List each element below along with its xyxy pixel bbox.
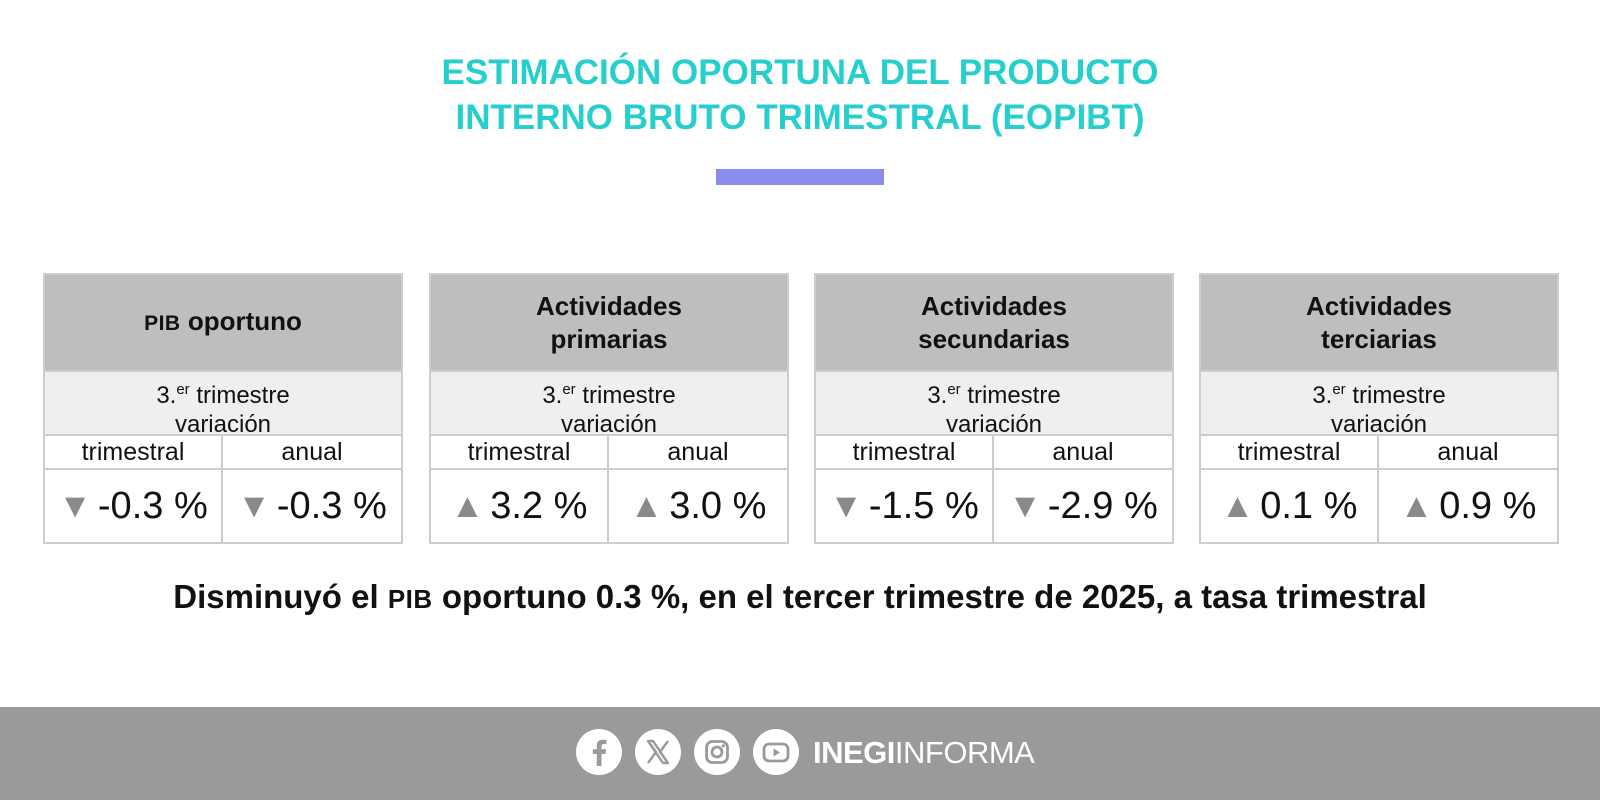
- card-actividades-primarias: Actividades primarias 3.er trimestre var…: [429, 273, 789, 544]
- value-annual: ▲ 3.0 %: [609, 470, 787, 542]
- value-text: -0.3 %: [97, 484, 208, 527]
- value-text: -2.9 %: [1047, 484, 1158, 527]
- period-word: trimestre: [1352, 382, 1446, 409]
- period-ordinal: er: [176, 381, 190, 398]
- inegi-informa-logo: INEGIINFORMA: [813, 735, 1035, 771]
- card-header: Actividades primarias: [431, 275, 787, 370]
- facebook-icon[interactable]: [576, 729, 622, 775]
- column-header-quarterly: trimestral: [1201, 436, 1379, 470]
- value-quarterly: ▲ 3.2 %: [431, 470, 609, 542]
- footer: INEGIINFORMA: [0, 707, 1600, 800]
- card-subheader: 3.er trimestre variación: [45, 370, 401, 438]
- title-line-2: INTERNO BRUTO TRIMESTRAL (EOPIBT): [455, 98, 1145, 137]
- variation-label: variación: [945, 411, 1043, 438]
- period-number: 3.: [542, 382, 563, 409]
- arrow-up-icon: ▲: [1220, 486, 1255, 525]
- card-actividades-terciarias: Actividades terciarias 3.er trimestre va…: [1199, 273, 1559, 544]
- value-text: 0.1 %: [1260, 484, 1358, 527]
- card-title-line-1: Actividades: [536, 290, 682, 321]
- card-title: oportuno: [187, 306, 302, 336]
- period-number: 3.: [927, 382, 948, 409]
- arrow-down-icon: ▼: [1008, 486, 1042, 525]
- column-header-annual: anual: [1379, 436, 1557, 470]
- arrow-down-icon: ▼: [237, 486, 271, 525]
- brand-light: INFORMA: [894, 735, 1035, 770]
- variation-label: variación: [1330, 411, 1428, 438]
- value-quarterly: ▼ -0.3 %: [45, 470, 223, 542]
- headline-acronym: PIB: [387, 584, 433, 614]
- page-title: ESTIMACIÓN OPORTUNA DEL PRODUCTO INTERNO…: [0, 50, 1600, 140]
- card-subheader: 3.er trimestre variación: [431, 370, 787, 438]
- value-text: 3.2 %: [490, 484, 588, 527]
- arrow-down-icon: ▼: [829, 486, 863, 525]
- headline-before: Disminuyó el: [173, 578, 388, 615]
- card-title-line-2: primarias: [550, 323, 668, 354]
- headline: Disminuyó el PIB oportuno 0.3 %, en el t…: [0, 578, 1600, 616]
- value-text: 0.9 %: [1439, 484, 1537, 527]
- column-header-annual: anual: [994, 436, 1172, 470]
- x-icon[interactable]: [635, 729, 681, 775]
- column-header-annual: anual: [223, 436, 401, 470]
- value-quarterly: ▲ 0.1 %: [1201, 470, 1379, 542]
- value-annual: ▲ 0.9 %: [1379, 470, 1557, 542]
- variation-label: variación: [560, 411, 658, 438]
- column-header-quarterly: trimestral: [431, 436, 609, 470]
- value-annual: ▼ -0.3 %: [223, 470, 401, 542]
- variation-label: variación: [174, 411, 272, 438]
- card-title-line-1: Actividades: [921, 290, 1067, 321]
- card-actividades-secundarias: Actividades secundarias 3.er trimestre v…: [814, 273, 1174, 544]
- value-quarterly: ▼ -1.5 %: [816, 470, 994, 542]
- card-header: PIB oportuno: [45, 275, 401, 370]
- card-title-acronym: PIB: [144, 312, 181, 335]
- card-title-line-1: Actividades: [1306, 290, 1452, 321]
- column-header-quarterly: trimestral: [816, 436, 994, 470]
- value-annual: ▼ -2.9 %: [994, 470, 1172, 542]
- card-header: Actividades secundarias: [816, 275, 1172, 370]
- value-text: 3.0 %: [669, 484, 767, 527]
- arrow-up-icon: ▲: [450, 486, 485, 525]
- period-number: 3.: [156, 382, 177, 409]
- period-ordinal: er: [1332, 381, 1346, 398]
- period-number: 3.: [1312, 382, 1333, 409]
- value-text: -0.3 %: [276, 484, 387, 527]
- title-accent-bar: [716, 169, 884, 185]
- card-subheader: 3.er trimestre variación: [816, 370, 1172, 438]
- arrow-down-icon: ▼: [58, 486, 92, 525]
- youtube-icon[interactable]: [753, 729, 799, 775]
- value-text: -1.5 %: [868, 484, 979, 527]
- arrow-up-icon: ▲: [1399, 486, 1434, 525]
- card-subheader: 3.er trimestre variación: [1201, 370, 1557, 438]
- card-title-line-2: secundarias: [918, 323, 1070, 354]
- period-ordinal: er: [947, 381, 961, 398]
- instagram-icon[interactable]: [694, 729, 740, 775]
- card-title-line-2: terciarias: [1321, 323, 1437, 354]
- arrow-up-icon: ▲: [629, 486, 664, 525]
- title-line-1: ESTIMACIÓN OPORTUNA DEL PRODUCTO: [441, 53, 1159, 92]
- card-header: Actividades terciarias: [1201, 275, 1557, 370]
- card-pib-oportuno: PIB oportuno 3.er trimestre variación tr…: [43, 273, 403, 544]
- column-header-annual: anual: [609, 436, 787, 470]
- period-word: trimestre: [582, 382, 676, 409]
- column-header-quarterly: trimestral: [45, 436, 223, 470]
- brand-bold: INEGI: [813, 735, 895, 770]
- period-word: trimestre: [967, 382, 1061, 409]
- headline-after: oportuno 0.3 %, en el tercer trimestre d…: [432, 578, 1427, 615]
- period-ordinal: er: [562, 381, 576, 398]
- period-word: trimestre: [196, 382, 290, 409]
